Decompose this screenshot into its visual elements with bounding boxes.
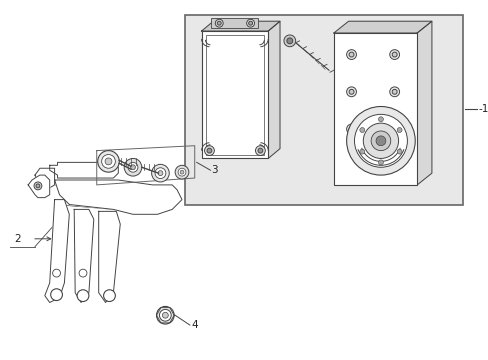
Circle shape — [206, 148, 211, 153]
Circle shape — [359, 149, 364, 154]
Polygon shape — [201, 21, 280, 31]
Bar — [201, 31, 268, 158]
Circle shape — [51, 289, 62, 301]
Circle shape — [103, 290, 115, 302]
Circle shape — [391, 89, 396, 94]
Circle shape — [151, 164, 169, 182]
Circle shape — [159, 309, 171, 321]
Polygon shape — [45, 199, 69, 302]
Circle shape — [346, 87, 356, 97]
Text: 3: 3 — [211, 165, 218, 175]
Circle shape — [389, 50, 399, 59]
Circle shape — [130, 165, 135, 170]
Circle shape — [53, 269, 61, 277]
Circle shape — [158, 171, 163, 176]
Circle shape — [396, 127, 401, 132]
Circle shape — [286, 38, 292, 44]
Circle shape — [346, 50, 356, 59]
Circle shape — [248, 21, 252, 25]
Text: -1: -1 — [478, 104, 488, 114]
Circle shape — [348, 52, 353, 57]
Polygon shape — [268, 21, 280, 158]
Text: 2: 2 — [14, 234, 21, 244]
Bar — [211, 18, 258, 28]
Polygon shape — [74, 210, 94, 302]
Circle shape — [175, 165, 188, 179]
Circle shape — [180, 170, 183, 174]
Polygon shape — [99, 211, 120, 302]
Polygon shape — [35, 168, 55, 188]
Bar — [205, 35, 264, 154]
Circle shape — [98, 150, 119, 172]
Circle shape — [215, 19, 223, 27]
Circle shape — [258, 148, 263, 153]
Circle shape — [155, 168, 165, 179]
Circle shape — [34, 182, 42, 190]
Circle shape — [79, 269, 87, 277]
Circle shape — [370, 131, 390, 150]
Circle shape — [36, 184, 40, 188]
Circle shape — [378, 117, 383, 122]
Circle shape — [162, 312, 168, 318]
Circle shape — [102, 154, 115, 168]
Circle shape — [378, 160, 383, 165]
Polygon shape — [416, 21, 431, 185]
Circle shape — [391, 52, 396, 57]
Circle shape — [396, 149, 401, 154]
Circle shape — [359, 127, 364, 132]
Circle shape — [77, 290, 89, 302]
Polygon shape — [50, 162, 118, 178]
Circle shape — [346, 107, 414, 175]
Circle shape — [284, 35, 295, 47]
Bar — [333, 33, 416, 185]
Circle shape — [217, 21, 221, 25]
Circle shape — [156, 306, 174, 324]
Circle shape — [348, 127, 353, 131]
Circle shape — [363, 123, 398, 158]
Circle shape — [246, 19, 254, 27]
Circle shape — [346, 124, 356, 134]
Circle shape — [128, 162, 138, 172]
Polygon shape — [55, 180, 182, 214]
Circle shape — [375, 136, 385, 146]
Circle shape — [354, 114, 407, 167]
Circle shape — [178, 168, 185, 176]
Text: 4: 4 — [191, 320, 198, 330]
Circle shape — [348, 89, 353, 94]
Circle shape — [105, 158, 112, 165]
Bar — [184, 15, 462, 204]
Polygon shape — [333, 21, 431, 33]
Polygon shape — [28, 175, 50, 198]
Circle shape — [124, 158, 142, 176]
Circle shape — [204, 146, 214, 156]
Circle shape — [389, 87, 399, 97]
Circle shape — [255, 146, 265, 156]
